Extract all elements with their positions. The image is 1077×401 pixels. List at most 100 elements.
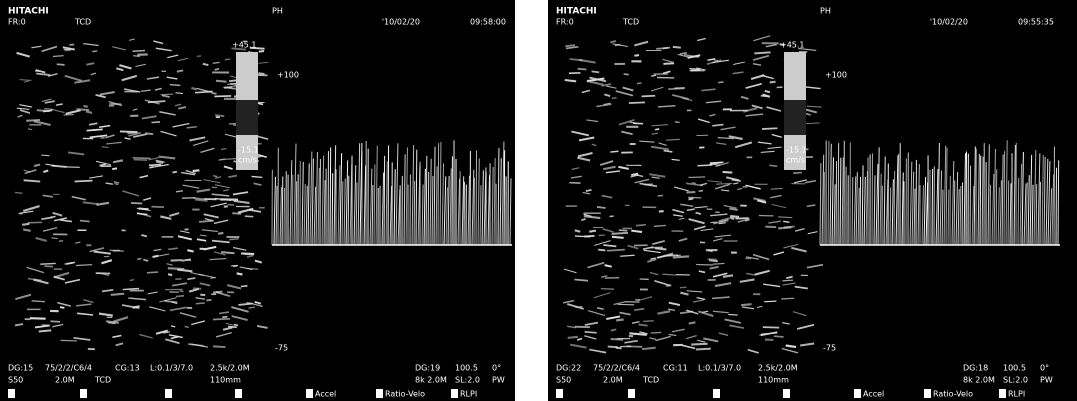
doppler-info: SL:2.0 — [1003, 376, 1028, 385]
image-info: 110mm — [758, 376, 789, 385]
speckle — [786, 346, 796, 348]
speckle — [634, 55, 639, 56]
speckle — [584, 236, 594, 237]
speckle — [229, 239, 238, 240]
speckle — [782, 280, 793, 281]
speckle — [763, 327, 779, 328]
probe: TCD — [74, 18, 91, 27]
speckle — [644, 184, 653, 185]
speckle — [225, 59, 230, 60]
speckle — [43, 171, 48, 172]
scale-unit: cm/s — [238, 156, 257, 165]
speckle — [24, 180, 41, 181]
speckle — [44, 266, 53, 267]
image-info: L:0.1/3/7.0 — [698, 364, 741, 373]
speckle — [565, 45, 575, 46]
speckle — [133, 158, 151, 159]
speckle — [728, 314, 737, 315]
mark: PH — [272, 7, 283, 16]
softkey-icon — [8, 389, 15, 398]
speckle — [180, 291, 184, 292]
speckle — [656, 48, 668, 49]
softkey-icon — [451, 389, 458, 398]
spectrum-line — [966, 152, 967, 245]
speckle — [730, 218, 734, 219]
speckle — [221, 252, 234, 253]
speckle — [176, 191, 183, 192]
speckle — [607, 250, 625, 251]
speckle — [643, 321, 654, 322]
speckle — [34, 165, 40, 167]
scale-mid: +100 — [825, 71, 847, 80]
softkey-icon — [713, 389, 720, 398]
spectrum-line — [890, 187, 891, 245]
spectrum-line — [1008, 181, 1009, 245]
speckle — [637, 83, 641, 84]
speckle — [638, 324, 647, 325]
speckle — [631, 231, 642, 232]
doppler-info: DG:19 — [415, 364, 440, 373]
speckle — [245, 216, 253, 217]
image-info: 75/2/2/C6/4 — [45, 364, 92, 373]
spectrum-line — [384, 156, 385, 245]
speckle — [134, 160, 147, 161]
softkey-icon — [783, 389, 790, 398]
speckle — [26, 120, 40, 121]
doppler-info: SL:2.0 — [455, 376, 480, 385]
speckle — [784, 226, 795, 227]
speckle — [151, 122, 159, 123]
speckle — [123, 289, 139, 290]
spectrum-line — [970, 166, 971, 245]
speckle — [612, 237, 624, 238]
softkey-icon — [999, 389, 1006, 398]
speckle — [213, 62, 220, 63]
speckle — [145, 133, 153, 134]
speckle — [137, 213, 147, 214]
speckle — [148, 101, 165, 102]
speckle — [199, 221, 214, 222]
time: 09:58:00 — [470, 18, 506, 27]
speckle — [149, 165, 161, 166]
speckle — [688, 197, 701, 198]
speckle — [663, 63, 674, 64]
speckle — [185, 326, 189, 327]
speckle — [22, 224, 29, 225]
doppler-info: PW — [1040, 376, 1053, 385]
softkey-icon — [165, 389, 172, 398]
speckle — [112, 168, 117, 169]
speckle — [793, 172, 802, 173]
speckle — [781, 298, 794, 299]
image-info: S50 — [8, 376, 23, 385]
softkey-label: RLPI — [460, 390, 477, 399]
frame-rate: FR:0 — [556, 18, 574, 27]
frame-rate: FR:0 — [8, 18, 26, 27]
spectrum-line — [1018, 178, 1019, 245]
speckle — [102, 147, 109, 148]
spectrum-line — [1004, 151, 1005, 245]
speckle — [40, 263, 55, 264]
speckle — [228, 327, 237, 328]
doppler-info: 0° — [1040, 364, 1049, 373]
date: '10/02/20 — [382, 18, 420, 27]
speckle — [653, 74, 668, 75]
speckle — [611, 329, 617, 330]
speckle — [57, 64, 65, 65]
scale-top: +45.1 — [232, 41, 257, 50]
scale-unit: cm/s — [786, 156, 805, 165]
speckle — [132, 51, 144, 52]
speckle — [86, 111, 92, 112]
speckle — [691, 344, 707, 345]
speckle — [137, 259, 141, 260]
speckle — [84, 106, 88, 107]
speckle — [601, 289, 614, 290]
image-info: 2.0M — [55, 376, 75, 385]
speckle — [577, 339, 582, 340]
speckle — [147, 272, 158, 273]
image-info: CG:13 — [115, 364, 140, 373]
speckle — [654, 225, 666, 226]
speckle — [170, 85, 180, 86]
speckle — [612, 233, 628, 234]
speckle — [631, 174, 638, 175]
softkey-label: Accel — [315, 390, 336, 399]
panel-background — [548, 0, 1077, 401]
